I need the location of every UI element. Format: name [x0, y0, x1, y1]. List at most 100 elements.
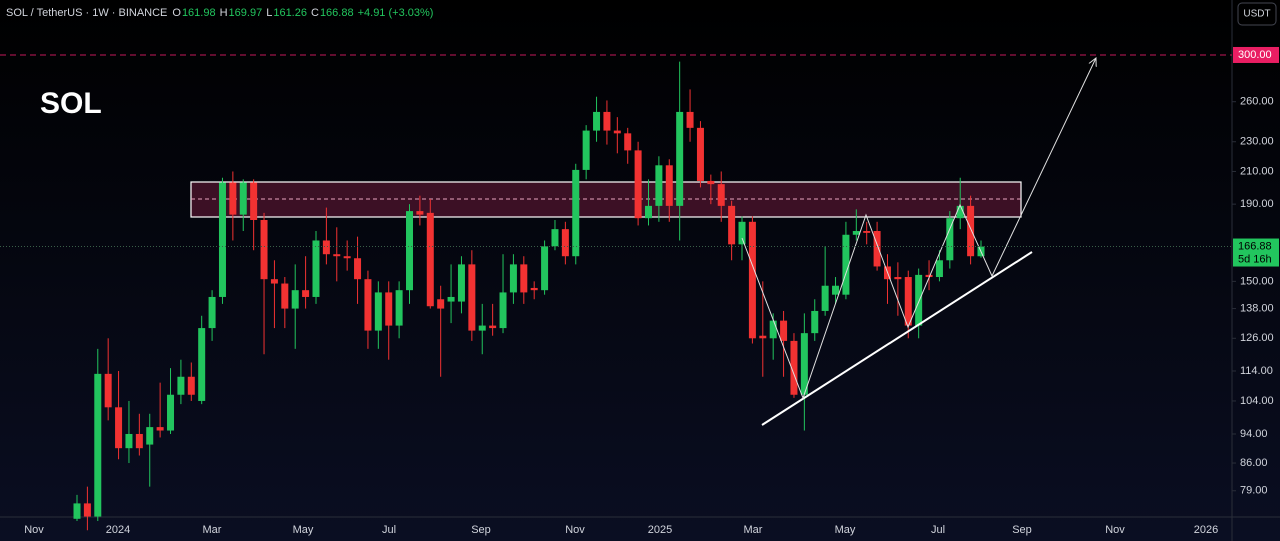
y-tick-label: 126.00 — [1240, 332, 1274, 344]
x-tick-label: Nov — [24, 524, 44, 536]
candle-body — [364, 279, 372, 331]
candle-body — [821, 285, 829, 311]
candle-body — [499, 292, 507, 329]
ohlc-key: H — [220, 7, 228, 19]
y-tick-label: 114.00 — [1240, 365, 1273, 377]
candle-body — [748, 221, 756, 339]
candle-body — [696, 127, 704, 181]
symbol-info: SOL / TetherUS · 1W · BINANCE — [6, 7, 167, 19]
candle-body — [208, 296, 216, 329]
candle-body — [738, 221, 746, 245]
x-tick-label: Nov — [565, 524, 585, 536]
candle-body — [541, 246, 549, 291]
candle-body — [863, 231, 871, 233]
candle-body — [125, 433, 133, 449]
candle-body — [904, 277, 912, 326]
ohlc-value: 169.97 — [229, 7, 263, 19]
countdown-label: 5d 16h — [1238, 253, 1272, 265]
candle-body — [281, 283, 289, 309]
candle-body — [83, 503, 91, 517]
candle-body — [582, 130, 590, 170]
x-tick-label: 2026 — [1194, 524, 1218, 536]
target-level-badge — [1233, 46, 1279, 63]
candle-body — [925, 274, 933, 278]
candle-body — [935, 260, 943, 278]
symbol-title: SOL — [40, 87, 102, 120]
candle-body — [530, 287, 538, 291]
candle-body — [603, 111, 611, 131]
candle-body — [437, 299, 445, 309]
candle-body — [198, 328, 206, 401]
candle-body — [239, 182, 247, 215]
candle-body — [572, 169, 580, 257]
candle-body — [395, 290, 403, 326]
candle-body — [593, 111, 601, 131]
candle-body — [156, 427, 164, 431]
y-tick-label: 104.00 — [1240, 395, 1274, 407]
candle-body — [312, 240, 320, 297]
candle-body — [509, 264, 517, 293]
candle-body — [551, 229, 559, 247]
y-tick-label: 150.00 — [1240, 275, 1274, 287]
candle-body — [790, 340, 798, 395]
header: SOL / TetherUS · 1W · BINANCE O 161.98 H 169… — [6, 7, 433, 19]
candle-body — [780, 320, 788, 341]
candle-body — [561, 229, 569, 257]
candle-body — [686, 111, 694, 128]
candle-body — [447, 296, 455, 302]
candle-body — [634, 150, 642, 219]
candle-body — [416, 211, 424, 215]
candle-body — [728, 205, 736, 245]
candle-body — [665, 165, 673, 206]
ohlc-key: L — [266, 7, 272, 19]
candle-body — [769, 320, 777, 339]
y-tick-label: 79.00 — [1240, 485, 1268, 497]
y-tick-label: 210.00 — [1240, 165, 1274, 177]
x-tick-label: Sep — [471, 524, 491, 536]
candle-body — [457, 264, 465, 302]
candle-body — [967, 205, 975, 257]
candle-body — [354, 258, 362, 280]
y-tick-label: 86.00 — [1240, 457, 1268, 469]
y-tick-label: 230.00 — [1240, 136, 1274, 148]
ohlc-value: 161.98 — [182, 7, 216, 19]
x-tick-label: Jul — [382, 524, 396, 536]
candle-body — [374, 292, 382, 331]
candle-body — [291, 290, 299, 309]
candle-body — [260, 219, 268, 280]
candle-body — [676, 111, 684, 206]
candle-body — [115, 407, 123, 449]
ohlc-value: 166.88 — [320, 7, 354, 19]
candle-body — [707, 180, 715, 185]
candle-body — [177, 376, 185, 395]
candle-body — [322, 240, 330, 255]
x-tick-label: Jul — [931, 524, 945, 536]
x-tick-label: Nov — [1105, 524, 1125, 536]
ohlc-key: O — [172, 7, 181, 19]
ohlc-key: C — [311, 7, 319, 19]
candle-body — [468, 264, 476, 331]
ohlc-value: 161.26 — [273, 7, 307, 19]
candle-body — [915, 274, 923, 326]
candle-body — [894, 277, 902, 280]
candle-body — [520, 264, 528, 293]
currency-button-label[interactable]: USDT — [1243, 9, 1270, 20]
candle-body — [946, 218, 954, 261]
candle-body — [644, 205, 652, 219]
candle-body — [146, 427, 154, 445]
last-price-label: 166.88 — [1238, 240, 1272, 252]
x-tick-label: May — [835, 524, 856, 536]
y-tick-label: 260.00 — [1240, 96, 1274, 108]
candle-body — [832, 285, 840, 295]
candle-body — [655, 165, 663, 206]
candle-body — [426, 212, 434, 307]
candle-body — [187, 376, 195, 395]
currency-button[interactable] — [1237, 2, 1277, 26]
x-tick-label: Mar — [203, 524, 222, 536]
y-tick-label: 138.00 — [1240, 302, 1274, 314]
candle-body — [94, 373, 102, 517]
candle-body — [478, 325, 486, 331]
candle-body — [302, 290, 310, 297]
